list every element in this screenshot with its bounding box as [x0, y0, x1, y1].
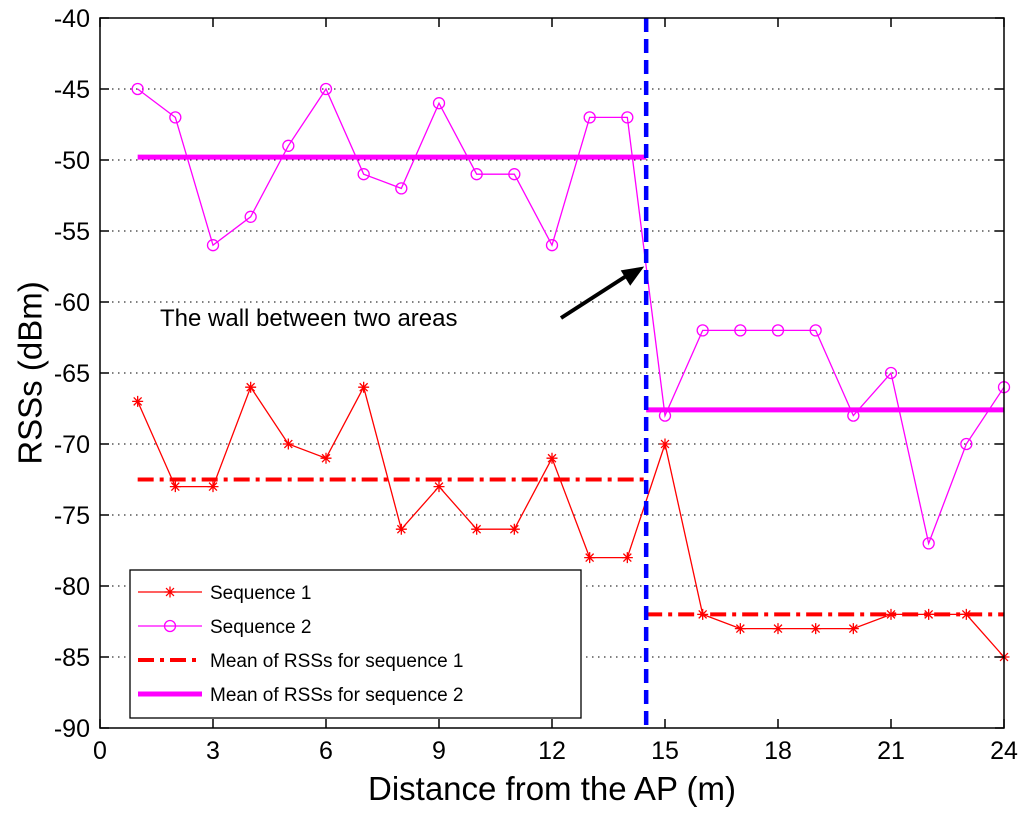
legend-box	[129, 569, 582, 719]
y-tick-label: -50	[54, 147, 90, 175]
series-1-point	[132, 395, 144, 407]
legend-label: Mean of RSSs for sequence 1	[210, 651, 463, 672]
legend-swatch-marker	[164, 586, 176, 598]
y-tick-label: -40	[54, 5, 90, 33]
series-2-point	[470, 168, 483, 181]
series-1-point	[621, 552, 633, 564]
series-1-point	[659, 438, 671, 450]
series-2-point	[960, 437, 973, 451]
series-1-point	[734, 623, 746, 635]
legend-label: Mean of RSSs for sequence 2	[210, 685, 463, 706]
series-2-point	[583, 111, 596, 124]
annotation-arrow-shaft	[559, 271, 632, 320]
series-2-point	[809, 324, 822, 337]
series-1-point	[433, 481, 445, 493]
x-tick-label: 9	[432, 737, 446, 765]
series-2-point	[545, 239, 559, 252]
axis-ticks: -90 -85 -80 -75 -70 -65 -60 -55 -50 -45 -40 0 3 6 9 12 1…	[54, 5, 1018, 765]
series-2-point	[771, 324, 785, 337]
legend: Sequence 1 Sequence 2 Mean of RSSs for seq…	[129, 569, 582, 719]
x-tick-label: 6	[319, 737, 333, 765]
mean-lines	[137, 154, 1004, 617]
x-tick-label: 3	[206, 737, 220, 765]
annotation-text: The wall between two areas	[160, 305, 458, 332]
series-2-point	[206, 239, 220, 252]
y-tick-label: -75	[54, 502, 90, 530]
x-tick-label: 21	[877, 737, 905, 765]
annotation-arrow-head	[620, 266, 645, 286]
y-axis-title: RSSs (dBm)	[12, 281, 49, 464]
series-1-point	[169, 481, 181, 493]
y-tick-label: -60	[54, 289, 90, 317]
y-tick-label: -45	[54, 76, 90, 104]
series-1-point	[772, 623, 784, 635]
x-axis-title: Distance from the AP (m)	[368, 770, 736, 807]
x-tick-label: 0	[93, 737, 107, 765]
series-1-point	[282, 438, 294, 450]
series-2-point	[922, 537, 935, 550]
series-1-point	[697, 608, 709, 620]
series-2-point	[319, 82, 333, 96]
x-tick-label: 15	[651, 737, 679, 765]
series-1-point	[810, 623, 822, 635]
series-2-point	[696, 324, 709, 337]
series-2-point	[621, 111, 634, 124]
series-1-point	[508, 523, 520, 535]
series-2-point	[884, 366, 898, 380]
legend-label: Sequence 2	[210, 617, 311, 638]
series-2-point	[734, 324, 747, 337]
series-1-line	[137, 385, 1005, 658]
series-1-point	[960, 608, 972, 620]
y-tick-label: -90	[54, 715, 90, 743]
x-tick-label: 18	[764, 737, 792, 765]
series-2-point	[658, 409, 672, 422]
series-2-point	[395, 182, 408, 195]
series-2-point	[169, 111, 182, 124]
series-1-point	[546, 452, 558, 464]
series-2-line	[137, 87, 1005, 546]
series-2-point	[432, 97, 446, 110]
series-1-point	[245, 381, 257, 393]
series-2-point	[508, 168, 521, 181]
series-2-point	[131, 82, 144, 96]
series-1-point	[847, 623, 859, 635]
y-tick-label: -55	[54, 218, 90, 246]
wall-annotation: The wall between two areas	[160, 266, 645, 332]
y-tick-label: -70	[54, 431, 90, 459]
y-tick-label: -80	[54, 573, 90, 601]
legend-label: Sequence 1	[210, 583, 311, 604]
series-1-point	[395, 523, 407, 535]
series-1-point	[923, 608, 935, 620]
series-2-point	[847, 409, 860, 422]
y-tick-label: -65	[54, 360, 90, 388]
series-1-point	[584, 552, 596, 564]
series-1-point	[885, 608, 897, 620]
series-1-point	[320, 452, 332, 464]
series-2-point	[357, 168, 370, 181]
y-tick-label: -85	[54, 644, 90, 672]
series-2-point	[244, 210, 257, 223]
legend-swatch-marker	[163, 619, 177, 633]
series-1-point	[358, 381, 370, 393]
series-1-point	[471, 523, 483, 535]
data-series	[131, 82, 1011, 663]
x-tick-label: 12	[538, 737, 566, 765]
x-tick-label: 24	[990, 737, 1018, 765]
series-2-point	[282, 139, 295, 152]
series-1-point	[207, 481, 219, 493]
